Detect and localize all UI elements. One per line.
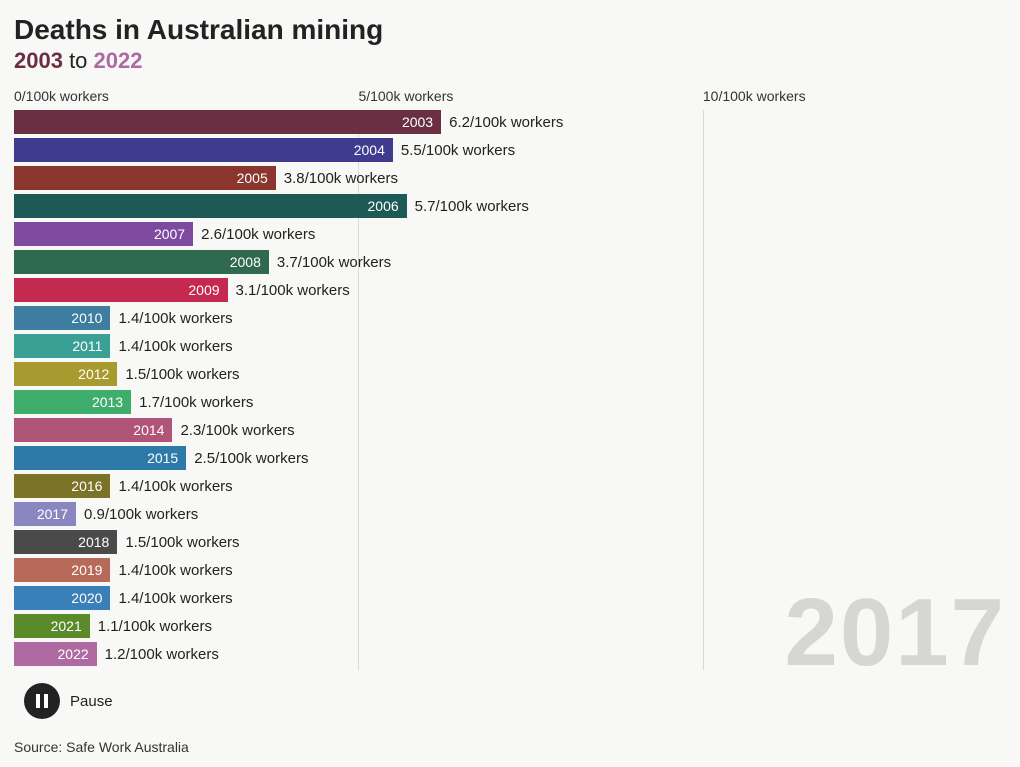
bar-row: 2016 1.4/100k workers — [14, 474, 1006, 498]
bar-row: 2006 5.7/100k workers — [14, 194, 1006, 218]
bar: 2005 — [14, 166, 276, 190]
bar-row: 2010 1.4/100k workers — [14, 306, 1006, 330]
source-attribution: Source: Safe Work Australia — [14, 739, 189, 755]
bar-value-label: 0.9/100k workers — [84, 502, 198, 526]
subtitle-year-start: 2003 — [14, 48, 63, 73]
bar: 2018 — [14, 530, 117, 554]
bar: 2010 — [14, 306, 110, 330]
bar-row: 2003 6.2/100k workers — [14, 110, 1006, 134]
chart-subtitle: 2003 to 2022 — [14, 48, 1006, 74]
bar-value-label: 1.1/100k workers — [98, 614, 212, 638]
bar: 2019 — [14, 558, 110, 582]
bar: 2007 — [14, 222, 193, 246]
bar: 2006 — [14, 194, 407, 218]
bar-value-label: 5.5/100k workers — [401, 138, 515, 162]
bar-value-label: 3.1/100k workers — [236, 278, 350, 302]
bar-row: 2013 1.7/100k workers — [14, 390, 1006, 414]
bar: 2020 — [14, 586, 110, 610]
pause-button[interactable] — [24, 683, 60, 719]
bar-row: 2017 0.9/100k workers — [14, 502, 1006, 526]
bar-value-label: 1.4/100k workers — [118, 558, 232, 582]
bar-value-label: 1.2/100k workers — [105, 642, 219, 666]
bar-row: 2005 3.8/100k workers — [14, 166, 1006, 190]
playback-controls: Pause — [24, 683, 113, 719]
bar: 2008 — [14, 250, 269, 274]
axis-tick: 5/100k workers — [358, 88, 453, 104]
axis-tick: 10/100k workers — [703, 88, 806, 104]
bar: 2021 — [14, 614, 90, 638]
bar-value-label: 1.4/100k workers — [118, 334, 232, 358]
bar-row: 2008 3.7/100k workers — [14, 250, 1006, 274]
bar-row: 2004 5.5/100k workers — [14, 138, 1006, 162]
current-year-watermark: 2017 — [784, 585, 1006, 681]
bar-value-label: 1.4/100k workers — [118, 474, 232, 498]
bar: 2015 — [14, 446, 186, 470]
bar: 2011 — [14, 334, 110, 358]
pause-icon — [44, 694, 48, 708]
bar-value-label: 6.2/100k workers — [449, 110, 563, 134]
bar: 2003 — [14, 110, 441, 134]
bar: 2022 — [14, 642, 97, 666]
x-axis: 0/100k workers 5/100k workers 10/100k work… — [14, 88, 1006, 110]
bar: 2004 — [14, 138, 393, 162]
bar: 2012 — [14, 362, 117, 386]
bar-value-label: 3.8/100k workers — [284, 166, 398, 190]
bar: 2009 — [14, 278, 228, 302]
bar-row: 2009 3.1/100k workers — [14, 278, 1006, 302]
bar-row: 2015 2.5/100k workers — [14, 446, 1006, 470]
axis-tick: 0/100k workers — [14, 88, 109, 104]
bar-row: 2018 1.5/100k workers — [14, 530, 1006, 554]
bar: 2016 — [14, 474, 110, 498]
bar-value-label: 1.5/100k workers — [125, 362, 239, 386]
bar-value-label: 2.5/100k workers — [194, 446, 308, 470]
bar: 2013 — [14, 390, 131, 414]
bar-row: 2011 1.4/100k workers — [14, 334, 1006, 358]
subtitle-year-end: 2022 — [94, 48, 143, 73]
bar-value-label: 2.3/100k workers — [180, 418, 294, 442]
bar-value-label: 5.7/100k workers — [415, 194, 529, 218]
bar-value-label: 1.5/100k workers — [125, 530, 239, 554]
pause-label: Pause — [70, 693, 113, 710]
bar-value-label: 2.6/100k workers — [201, 222, 315, 246]
chart-title: Deaths in Australian mining — [14, 14, 1006, 46]
pause-icon — [36, 694, 40, 708]
bar: 2014 — [14, 418, 172, 442]
bar-value-label: 1.7/100k workers — [139, 390, 253, 414]
bar-value-label: 1.4/100k workers — [118, 306, 232, 330]
bar-row: 2012 1.5/100k workers — [14, 362, 1006, 386]
bar-row: 2007 2.6/100k workers — [14, 222, 1006, 246]
bar-value-label: 3.7/100k workers — [277, 250, 391, 274]
bar-value-label: 1.4/100k workers — [118, 586, 232, 610]
subtitle-to: to — [63, 48, 94, 73]
bar: 2017 — [14, 502, 76, 526]
bar-row: 2014 2.3/100k workers — [14, 418, 1006, 442]
